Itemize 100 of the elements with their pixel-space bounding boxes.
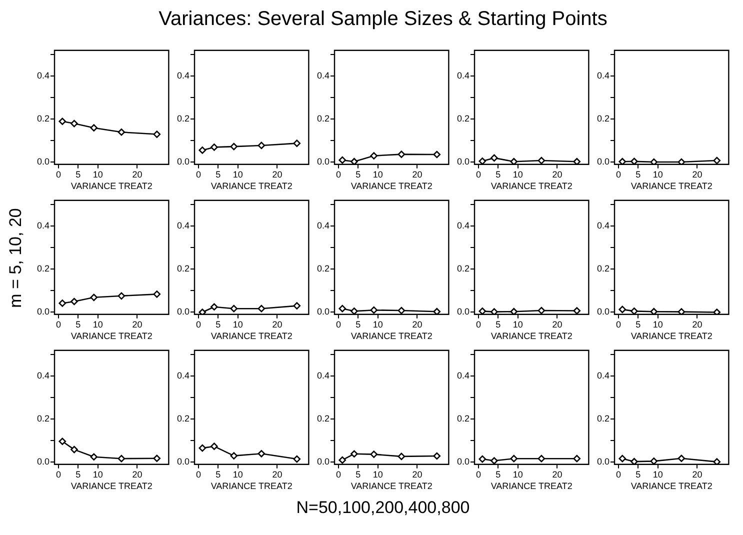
point: [58, 438, 66, 446]
x-tick-label: 10: [92, 319, 103, 330]
point: [230, 452, 238, 460]
x-axis-title: VARIANCE TREAT2: [490, 481, 572, 492]
x-tick-label: 0: [56, 469, 61, 480]
x-tick-label: 5: [356, 469, 361, 480]
x-tick-label: 0: [336, 469, 341, 480]
y-tick-label: 0.4: [176, 220, 190, 231]
x-tick-label: 5: [636, 469, 641, 480]
point: [398, 452, 406, 460]
x-axis-title: VARIANCE TREAT2: [630, 481, 712, 492]
y-tick-label: 0.2: [596, 114, 610, 124]
y-tick-label: 0.4: [36, 220, 50, 231]
x-tick-label: 0: [616, 319, 621, 330]
x-tick-label: 10: [232, 469, 243, 480]
point: [153, 290, 161, 298]
x-tick-label: 5: [216, 469, 221, 480]
y-tick-label: 0.2: [36, 264, 50, 274]
point: [58, 300, 66, 307]
point: [153, 454, 161, 462]
x-axis-title: VARIANCE TREAT2: [210, 481, 292, 492]
y-tick-label: 0.0: [456, 156, 470, 167]
y-tick-label: 0.0: [316, 306, 330, 317]
x-tick-label: 20: [272, 319, 282, 330]
x-tick-label: 0: [476, 319, 481, 330]
y-tick-label: 0.4: [456, 220, 470, 231]
y-tick-label: 0.2: [316, 114, 330, 124]
x-tick-label: 10: [372, 469, 383, 480]
point: [118, 292, 126, 300]
point: [350, 450, 358, 458]
y-tick-label: 0.4: [316, 370, 330, 381]
x-tick-label: 20: [552, 319, 562, 330]
point: [258, 142, 266, 150]
x-tick-label: 0: [336, 169, 341, 180]
x-tick-label: 10: [372, 319, 383, 330]
text: N=50,100,200,400,800: [295, 498, 471, 518]
x-tick-label: 5: [496, 319, 501, 330]
x-tick-label: 5: [216, 319, 221, 330]
x-axis-title: VARIANCE TREAT2: [210, 181, 292, 192]
x-axis-title: VARIANCE TREAT2: [70, 331, 152, 342]
y-tick-label: 0.4: [456, 70, 470, 81]
y-tick-label: 0.2: [316, 414, 330, 424]
y-tick-label: 0.0: [596, 456, 610, 467]
point: [293, 140, 301, 147]
x-tick-label: 20: [692, 169, 702, 180]
y-tick-label: 0.2: [176, 414, 190, 424]
point: [70, 446, 78, 454]
x-tick-label: 20: [692, 469, 702, 480]
y-tick-label: 0.4: [176, 70, 190, 81]
x-tick-label: 5: [636, 319, 641, 330]
x-tick-label: 20: [412, 469, 422, 480]
x-tick-label: 10: [92, 169, 103, 180]
x-tick-label: 0: [56, 169, 61, 180]
text: m = 5, 10, 20: [6, 208, 26, 308]
point: [258, 450, 266, 458]
y-tick-label: 0.2: [176, 264, 190, 274]
y-tick-label: 0.2: [36, 114, 50, 124]
y-tick-label: 0.0: [36, 156, 50, 167]
y-tick-label: 0.0: [456, 306, 470, 317]
x-tick-label: 10: [652, 469, 663, 480]
point: [198, 146, 206, 154]
x-tick-label: 10: [652, 169, 663, 180]
x-axis-title: VARIANCE TREAT2: [490, 331, 572, 342]
point: [70, 298, 78, 306]
x-tick-label: 5: [496, 469, 501, 480]
y-tick-label: 0.4: [176, 370, 190, 381]
y-tick-label: 0.0: [176, 456, 190, 467]
x-axis-title: VARIANCE TREAT2: [630, 181, 712, 192]
x-tick-label: 0: [196, 469, 201, 480]
point: [90, 453, 98, 461]
y-tick-label: 0.0: [596, 156, 610, 167]
y-tick-label: 0.2: [176, 114, 190, 124]
y-tick-label: 0.2: [596, 414, 610, 424]
x-axis-title: VARIANCE TREAT2: [210, 331, 292, 342]
x-tick-label: 5: [216, 169, 221, 180]
point: [370, 450, 378, 458]
y-tick-label: 0.2: [316, 264, 330, 274]
point: [153, 130, 161, 138]
y-tick-label: 0.0: [596, 306, 610, 317]
y-tick-label: 0.4: [316, 70, 330, 81]
point: [210, 442, 218, 450]
y-tick-label: 0.4: [456, 370, 470, 381]
point: [198, 444, 206, 452]
x-tick-label: 0: [476, 469, 481, 480]
x-axis-title: VARIANCE TREAT2: [70, 481, 152, 492]
y-tick-label: 0.0: [456, 456, 470, 467]
y-tick-label: 0.2: [456, 414, 470, 424]
y-tick-label: 0.0: [36, 306, 50, 317]
x-tick-label: 20: [132, 319, 142, 330]
y-tick-label: 0.2: [36, 414, 50, 424]
point: [338, 456, 346, 464]
point: [118, 454, 126, 462]
x-axis-title: VARIANCE TREAT2: [630, 331, 712, 342]
x-tick-label: 0: [616, 169, 621, 180]
x-axis-title: VARIANCE TREAT2: [350, 181, 432, 192]
y-tick-label: 0.2: [456, 114, 470, 124]
x-tick-label: 20: [132, 169, 142, 180]
x-tick-label: 10: [372, 169, 383, 180]
point: [58, 118, 66, 126]
x-tick-label: 20: [552, 469, 562, 480]
